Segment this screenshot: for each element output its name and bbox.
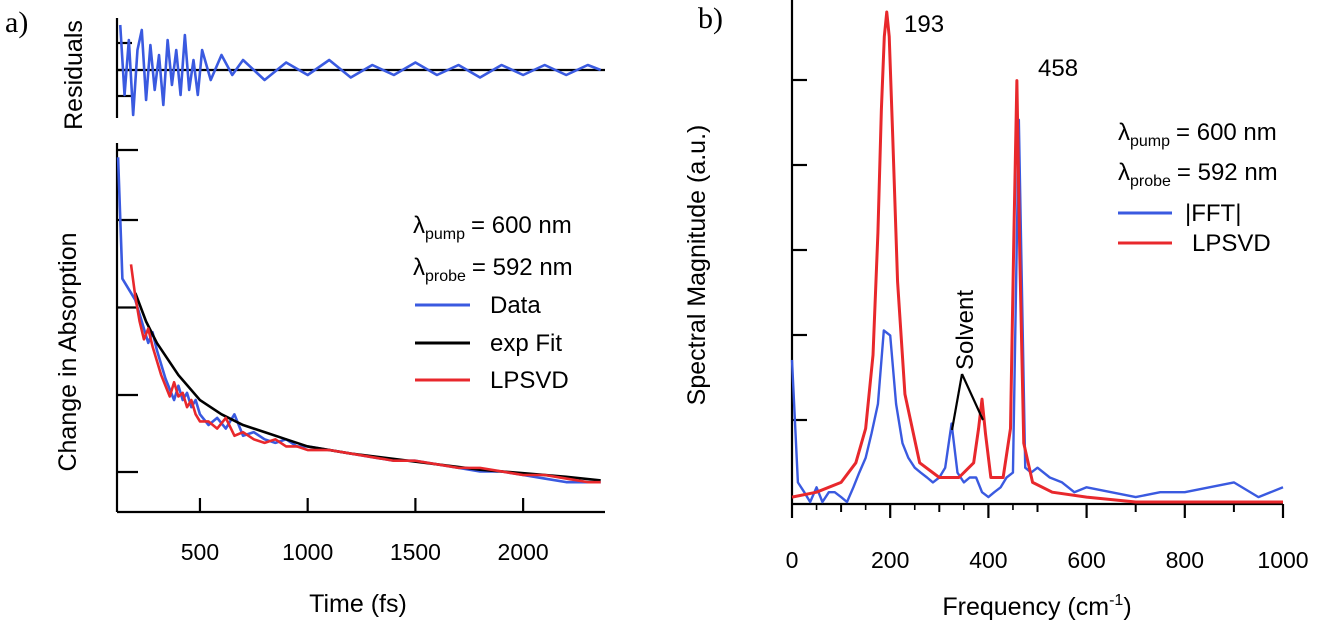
panel-b-label: b) [698, 2, 723, 35]
a-legend-data-label: Data [490, 292, 541, 319]
annotation-458: 458 [1038, 55, 1078, 82]
residuals-axis-title: Residuals [60, 20, 88, 130]
b-x-tick-label: 1000 [1257, 547, 1308, 573]
b-x-tick-label: 600 [1067, 547, 1105, 573]
a-series-data [116, 157, 601, 484]
a-x-ticks: 500 1000 1500 2000 [181, 498, 549, 565]
a-legend: λpump = 600 nm λprobe = 592 nm Data exp Fi… [413, 212, 573, 394]
panel-a: a) Residuals Change in Absorption Time (… [5, 6, 605, 618]
b-y-axis-title: Spectral Magnitude (a.u.) [683, 125, 711, 406]
b-legend-probe: λprobe = 592 nm [1118, 159, 1278, 190]
b-x-tick-label: 800 [1166, 547, 1204, 573]
a-residual-area [118, 24, 602, 117]
a-legend-probe: λprobe = 592 nm [413, 254, 573, 285]
a-y-axis-title: Change in Absorption [54, 232, 82, 471]
b-legend: λpump = 600 nm λprobe = 592 nm |FFT| LPSVD [1118, 119, 1278, 257]
b-plot-area [790, 10, 1284, 504]
solvent-pointer-right [960, 373, 985, 421]
b-x-tick-label: 200 [871, 547, 909, 573]
solvent-pointer-left [950, 373, 964, 431]
b-legend-fft-label: |FFT| [1185, 200, 1241, 227]
b-x-axis-title: Frequency (cm-1) [942, 592, 1131, 621]
a-series-residuals [118, 24, 602, 117]
a-x-tick-label: 500 [181, 539, 219, 565]
b-x-tick-label: 400 [969, 547, 1007, 573]
a-legend-pump: λpump = 600 nm [413, 212, 572, 243]
b-legend-pump: λpump = 600 nm [1118, 119, 1277, 150]
a-plot-area [116, 157, 601, 484]
panel-b: b) Spectral Magnitude (a.u.) Frequency (… [683, 0, 1309, 621]
a-series-lpsvd [129, 264, 601, 484]
b-y-ticks [792, 78, 807, 422]
a-x-tick-label: 2000 [498, 539, 549, 565]
a-x-axis-title: Time (fs) [309, 590, 407, 618]
panel-a-label: a) [5, 6, 28, 39]
a-legend-lpsvd-label: LPSVD [490, 367, 569, 394]
b-series-lpsvd [791, 10, 1283, 504]
b-series-fft [790, 118, 1284, 504]
b-x-tick-label: 0 [786, 547, 799, 573]
b-legend-lpsvd-label: LPSVD [1192, 230, 1271, 257]
b-x-ticks: 0 200 400 600 800 1000 [786, 504, 1309, 573]
annotation-solvent: Solvent [952, 290, 979, 370]
a-legend-fit-label: exp Fit [490, 330, 562, 357]
a-x-tick-label: 1000 [282, 539, 333, 565]
a-x-tick-label: 1500 [390, 539, 441, 565]
annotation-193: 193 [904, 11, 944, 38]
